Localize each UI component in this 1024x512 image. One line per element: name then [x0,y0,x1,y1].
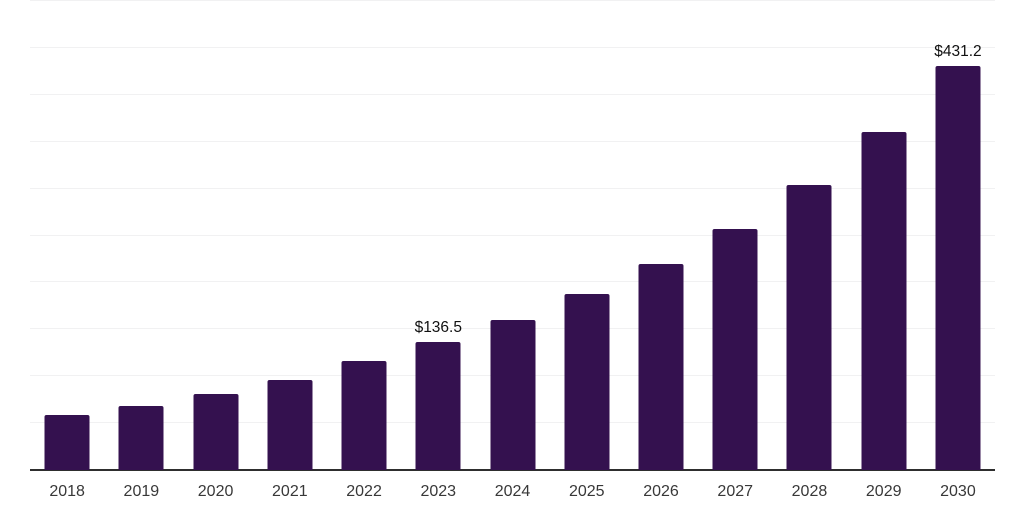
x-tick-label: 2021 [272,483,308,500]
plot-area: $136.5 $431.2 [30,0,995,471]
bar-slot: $136.5 [401,1,475,470]
x-tick-label: 2027 [717,483,754,500]
x-axis-labels: 2018 2019 2020 2021 2022 2023 2024 2025 2026 2027… [30,482,995,501]
x-tick-label: 2024 [494,483,531,500]
bar-value-label: $136.5 [414,318,462,336]
gridline [30,93,995,95]
bar-slot: $431.2 [921,1,995,470]
gridline [30,234,995,236]
bar-2028 [786,184,832,470]
x-tick-label: 2023 [420,483,457,500]
bar-2019 [118,405,164,470]
bar-2027 [712,228,758,470]
x-tick-label: 2030 [940,483,976,500]
x-tick-label: 2019 [123,483,160,500]
bar-2021 [267,380,313,470]
bar-2029 [861,131,907,470]
bar-2026 [638,263,684,470]
bars-container: $136.5 $431.2 [30,1,995,470]
bar-2022 [341,361,387,470]
gridline [30,281,995,283]
bar-2023: $136.5 [415,319,462,470]
bar-slot [104,1,178,470]
bar-slot [30,1,104,470]
bar-slot [475,1,549,470]
bar-slot [624,1,698,470]
x-axis-line [30,469,995,471]
bar-slot [698,1,772,470]
x-tick-label: 2028 [791,483,828,500]
bar-slot [772,1,846,470]
bar-2030: $431.2 [934,43,982,470]
gridline [30,0,995,1]
bar-2024 [490,319,536,470]
bar-2020 [193,393,239,470]
bar-slot [847,1,921,470]
gridline [30,187,995,189]
bar-slot [550,1,624,470]
x-tick-label: 2020 [197,483,234,500]
gridline [30,46,995,48]
bar-slot [178,1,252,470]
x-tick-label: 2025 [568,483,605,500]
x-tick-label: 2018 [49,483,85,500]
x-tick-label: 2029 [865,483,902,500]
bar-slot [327,1,401,470]
x-tick-label: 2022 [346,483,382,500]
gridline [30,140,995,142]
bar-slot [253,1,327,470]
bar-2018 [44,415,90,470]
bar-value-label: $431.2 [934,42,982,60]
x-tick-label: 2026 [643,483,679,500]
bar-2025 [564,294,610,470]
